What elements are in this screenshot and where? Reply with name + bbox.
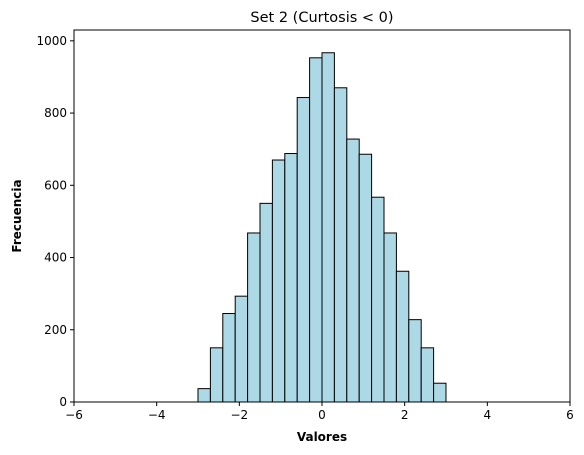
x-tick-label: −2 bbox=[230, 408, 248, 422]
histogram-bar bbox=[271, 159, 286, 403]
y-axis-ticks: 0 200 400 600 800 1000 bbox=[36, 34, 74, 409]
histogram-bar bbox=[259, 202, 273, 403]
histogram-bar bbox=[234, 295, 249, 403]
histogram-bar bbox=[333, 87, 348, 403]
x-tick-label: 6 bbox=[566, 408, 574, 422]
y-tick-label: 0 bbox=[59, 395, 67, 409]
y-axis-label: Frecuencia bbox=[10, 179, 24, 252]
histogram-bar bbox=[433, 382, 447, 403]
x-tick-label: 0 bbox=[318, 408, 326, 422]
histogram-bars bbox=[197, 52, 447, 403]
x-tick-label: 2 bbox=[401, 408, 409, 422]
histogram-bar bbox=[371, 196, 385, 403]
histogram-bar bbox=[222, 313, 236, 403]
histogram-bar bbox=[408, 319, 422, 403]
y-tick-label: 400 bbox=[44, 251, 67, 265]
y-tick-label: 200 bbox=[44, 323, 67, 337]
y-tick-label: 1000 bbox=[36, 34, 67, 48]
histogram-bar bbox=[209, 347, 224, 403]
x-axis-label: Valores bbox=[297, 430, 347, 444]
histogram-bar bbox=[420, 347, 435, 403]
x-tick-label: 4 bbox=[484, 408, 492, 422]
histogram-bar bbox=[346, 138, 360, 403]
histogram-bar bbox=[309, 57, 323, 403]
histogram-bar bbox=[247, 232, 261, 403]
x-tick-label: −4 bbox=[148, 408, 166, 422]
histogram-bar bbox=[296, 97, 311, 403]
histogram-bar bbox=[383, 232, 397, 403]
y-tick-label: 800 bbox=[44, 106, 67, 120]
histogram-bar bbox=[284, 153, 298, 403]
histogram-bar bbox=[321, 52, 335, 403]
chart-title: Set 2 (Curtosis < 0) bbox=[250, 10, 393, 26]
y-tick-label: 600 bbox=[44, 178, 67, 192]
histogram-bar bbox=[395, 270, 410, 403]
x-axis-ticks: −6 −4 −2 0 2 4 6 bbox=[65, 402, 574, 422]
x-tick-label: −6 bbox=[65, 408, 83, 422]
histogram-bar bbox=[197, 388, 211, 403]
histogram-bar bbox=[358, 153, 373, 403]
